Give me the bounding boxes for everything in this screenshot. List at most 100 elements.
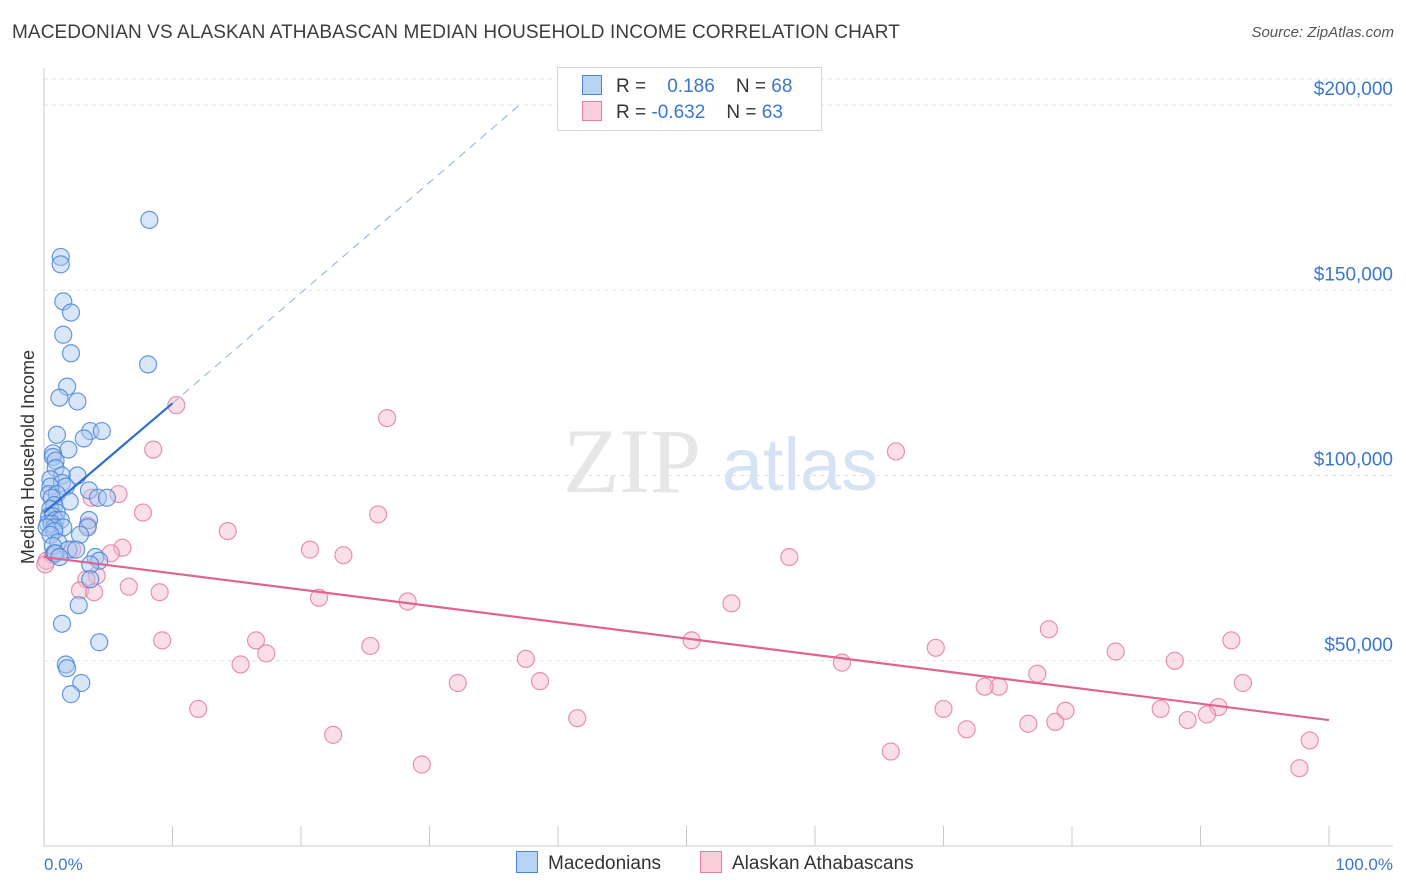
athabascan-point (119, 577, 138, 596)
macedonian-point (61, 344, 81, 363)
athabascan-point (144, 440, 163, 459)
legend-item-macedonians: Macedonians (516, 851, 661, 875)
macedonian-trend-line (43, 402, 174, 514)
athabascan-point (568, 709, 587, 728)
macedonian-point (78, 518, 97, 537)
athabascan-point (934, 699, 953, 719)
athabascan-point (369, 505, 388, 524)
n-label: N = (735, 76, 767, 97)
macedonian-trend-extension (172, 104, 520, 404)
athabascan-point (412, 755, 431, 774)
macedonian-point (47, 425, 66, 444)
y-tick-label: $100,000 (1314, 450, 1393, 471)
stats-legend: R = 0.186 N = 68 R = -0.632 N = 63 (557, 67, 822, 131)
athabascan-point (1300, 731, 1319, 750)
stats-legend-row-macedonians: R = 0.186 N = 68 (582, 75, 792, 101)
macedonian-point (140, 210, 159, 229)
y-tick-label: $150,000 (1314, 264, 1393, 285)
athabascan-point (109, 484, 128, 504)
athabascan-point (324, 725, 343, 744)
y-axis-tick-labels: $50,000 $100,000 $150,000 $200,000 (1314, 79, 1393, 656)
macedonian-point (50, 388, 69, 407)
y-tick-label: $50,000 (1324, 635, 1393, 656)
macedonian-point (52, 614, 72, 633)
athabascan-point (1039, 620, 1058, 639)
pink-swatch (582, 101, 602, 121)
y-axis-label: Median Household Income (18, 350, 38, 564)
n-label: N = (726, 102, 757, 123)
x-tick-label-max: 100.0% (1335, 855, 1393, 874)
athabascan-point (722, 594, 741, 613)
macedonian-points (37, 210, 159, 704)
legend-label: Macedonians (548, 853, 662, 874)
athabascan-point (113, 538, 132, 557)
blue-swatch (582, 75, 602, 95)
y-tick-label: $200,000 (1314, 79, 1393, 100)
athabascan-point (150, 583, 169, 602)
athabascan-point (1019, 714, 1038, 733)
athabascan-point (1197, 705, 1217, 724)
athabascan-point (1233, 673, 1253, 693)
grid-lines (44, 78, 1393, 662)
athabascan-point (257, 644, 276, 663)
athabascan-point (377, 409, 397, 428)
athabascan-trend-line (43, 555, 1330, 722)
macedonian-point (61, 303, 81, 322)
watermark: ZIP atlas (563, 410, 878, 512)
r-label: R = (616, 76, 647, 97)
athabascan-point (1290, 759, 1309, 778)
macedonian-point (54, 325, 73, 344)
athabascan-point (189, 699, 208, 719)
athabascan-point (1106, 642, 1125, 661)
macedonian-point (92, 421, 111, 441)
athabascan-point (133, 503, 153, 522)
macedonian-point (67, 540, 86, 559)
athabascan-point (881, 742, 900, 761)
athabascan-point (448, 673, 467, 693)
watermark-atlas: atlas (722, 423, 878, 506)
athabascan-point (1178, 710, 1197, 730)
athabascan-point (1165, 651, 1184, 670)
athabascan-point (334, 546, 353, 565)
x-axis-ticks (43, 826, 1330, 846)
athabascan-point (153, 631, 172, 650)
macedonian-point (58, 659, 77, 678)
athabascan-point (70, 581, 90, 600)
alaskan-athabascan-points (36, 396, 1319, 778)
athabascan-point (1056, 701, 1075, 720)
athabascan-point (530, 672, 550, 691)
macedonian-point (138, 355, 158, 374)
legend-item-athabascans: Alaskan Athabascans (700, 851, 914, 875)
athabascan-point (1046, 712, 1065, 731)
athabascan-point (300, 540, 320, 559)
macedonian-point (70, 525, 90, 544)
athabascan-point (218, 521, 237, 541)
athabascan-point (246, 631, 266, 650)
x-tick-label-min: 0.0% (44, 855, 83, 874)
macedonian-point (51, 247, 70, 267)
athabascan-point (957, 720, 976, 739)
macedonian-point (97, 488, 117, 507)
n-value: 68 (771, 76, 793, 97)
athabascan-point (231, 655, 250, 674)
macedonian-point (41, 525, 60, 544)
athabascan-point (926, 638, 945, 657)
stats-legend-row-athabascans: R = -0.632 N = 63 (582, 101, 783, 127)
macedonian-point (59, 440, 78, 459)
athabascan-point (886, 442, 906, 461)
r-value: -0.632 (651, 102, 706, 123)
watermark-zip: ZIP (563, 410, 701, 512)
macedonian-point (69, 596, 88, 615)
athabascan-point (975, 677, 994, 696)
blue-swatch (516, 851, 538, 873)
macedonian-point (52, 466, 72, 485)
athabascan-point (780, 547, 799, 567)
macedonian-point (74, 429, 93, 448)
macedonian-point (51, 255, 70, 274)
macedonian-point (61, 685, 81, 704)
athabascan-point (1028, 664, 1047, 683)
macedonian-point (68, 392, 87, 411)
athabascan-point (516, 649, 535, 669)
r-label: R = (616, 102, 647, 123)
